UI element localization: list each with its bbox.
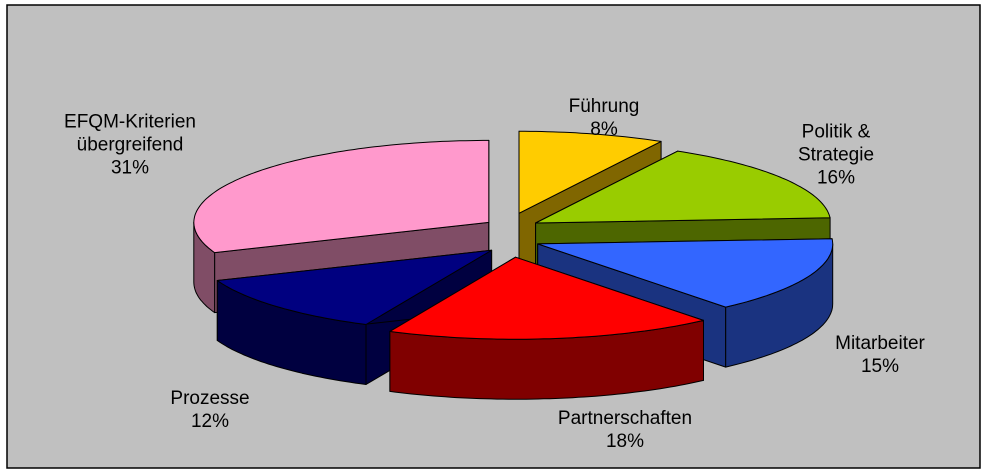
- category-label: Führung: [568, 96, 640, 117]
- category-label: Mitarbeiter: [835, 333, 925, 354]
- slice: [537, 238, 834, 308]
- category-label: Politik & Strategie: [797, 121, 875, 166]
- value-label: 8%: [590, 119, 618, 140]
- slice: [518, 130, 662, 214]
- slice-label: Politik & Strategie 16%: [776, 121, 896, 190]
- slice: [535, 150, 831, 224]
- value-label: 12%: [190, 411, 230, 432]
- slice: [216, 249, 493, 325]
- slice-label: Partnerschaften 18%: [535, 407, 715, 453]
- value-label: 15%: [860, 356, 900, 377]
- slice-label: Prozesse 12%: [150, 387, 270, 433]
- slice: [193, 139, 490, 254]
- slice-label: Mitarbeiter 15%: [810, 332, 950, 378]
- category-label: EFQM-Kriterien übergreifend: [64, 111, 196, 156]
- value-label: 31%: [110, 157, 150, 179]
- category-label: Prozesse: [170, 388, 250, 409]
- value-label: 16%: [816, 167, 856, 189]
- slice-label: EFQM-Kriterien übergreifend 31%: [20, 111, 240, 180]
- slice: [389, 256, 704, 340]
- slice-label: Führung 8%: [544, 95, 664, 141]
- category-label: Partnerschaften: [557, 408, 693, 429]
- value-label: 18%: [605, 431, 645, 452]
